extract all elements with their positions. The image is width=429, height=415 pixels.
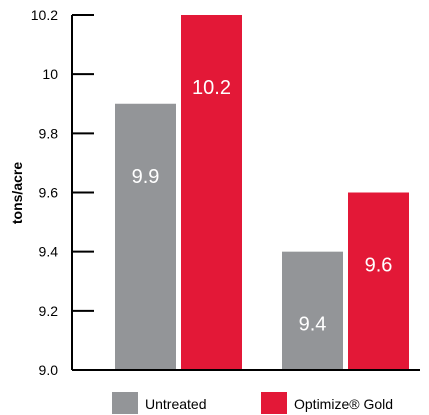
bar-value-label: 10.2	[192, 77, 231, 99]
bars	[115, 15, 409, 370]
legend: Untreated Optimize® Gold	[112, 392, 393, 414]
y-axis-label: tons/acre	[9, 162, 25, 224]
bar-value-label: 9.9	[132, 166, 160, 188]
legend-label: Optimize® Gold	[294, 396, 393, 412]
bar-value-label: 9.6	[365, 255, 393, 277]
y-tick-label: 10.2	[31, 7, 58, 23]
y-tick-label: 9.4	[39, 244, 59, 260]
legend-label: Untreated	[145, 396, 206, 412]
y-tick-label: 9.2	[39, 303, 59, 319]
bar	[181, 15, 242, 370]
bar	[282, 252, 343, 370]
bar	[115, 104, 176, 370]
bar	[348, 193, 409, 371]
y-tick-label: 9.6	[39, 185, 59, 201]
y-axis-ticks: 10.2 10 9.8 9.6 9.4 9.2 9.0	[31, 7, 94, 378]
y-tick-label: 9.0	[39, 362, 59, 378]
y-tick-label: 9.8	[39, 125, 59, 141]
legend-swatch	[112, 392, 138, 414]
legend-swatch	[261, 392, 287, 414]
bar-value-label: 9.4	[299, 314, 327, 336]
y-tick-label: 10	[42, 66, 58, 82]
